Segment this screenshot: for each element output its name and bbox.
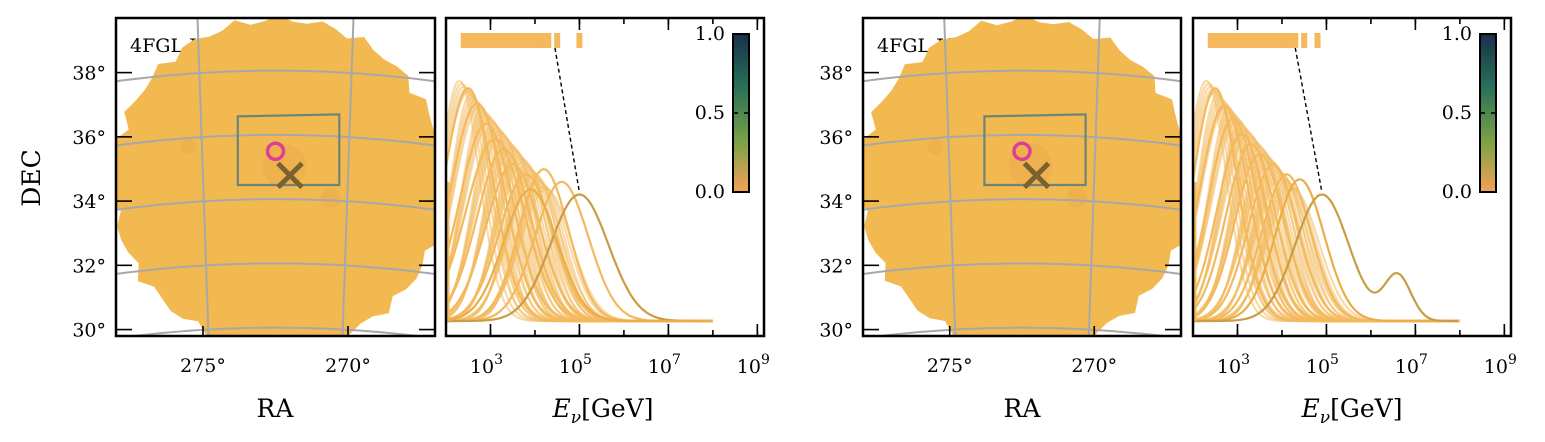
grid-line-ra [341, 18, 355, 336]
y-tick-label: 34° [72, 191, 106, 213]
skymap-panel-1: DEC RA 4FGL J1808.2+3500 30°32°34°36°38°… [17, 16, 437, 423]
grid-line-ra [196, 18, 210, 336]
grid-line-dec [116, 262, 435, 275]
y-tick-label: 34° [819, 191, 853, 213]
y-tick-label: 32° [72, 255, 106, 277]
y-axis-label: DEC [17, 149, 46, 206]
event-marker [540, 33, 547, 48]
grid-line-dec [863, 133, 1181, 147]
skymap-plot-area [116, 18, 435, 336]
grid-line-dec [116, 133, 435, 147]
likelihood-curve [1193, 193, 1459, 323]
x-tick-label: 107 [1395, 352, 1428, 378]
probability-spot [927, 138, 944, 155]
x-tick-label: 270° [1071, 355, 1117, 377]
probability-spot [320, 187, 341, 208]
colorbar-tick-label: 0.0 [695, 181, 725, 203]
axes-frame [1191, 16, 1513, 338]
event-marker [1287, 33, 1294, 48]
region-box [236, 113, 341, 187]
y-tick-label: 32° [819, 255, 853, 277]
x-axis-label: RA [1004, 394, 1042, 423]
probability-region [116, 18, 435, 336]
y-tick-label: 36° [72, 127, 106, 149]
event-marker [1283, 33, 1290, 48]
y-tick-label: 30° [819, 320, 853, 342]
colorbar-tick-label: 0.0 [1442, 181, 1472, 203]
event-marker [1207, 33, 1214, 48]
x-axis-label: Eν[GeV] [552, 394, 654, 428]
y-tick-label: 38° [819, 63, 853, 85]
spectrum-panel-1: Eν[GeV] 103 105 107 109 1.0 0.5 0.0 [444, 16, 770, 428]
axes-frame [444, 16, 766, 338]
x-tick-label: 270° [325, 355, 371, 377]
event-marker-band [1213, 33, 1285, 48]
x-tick-label: 275° [180, 355, 226, 377]
x-axis-label: Eν[GeV] [1301, 394, 1403, 428]
source-marker [1012, 141, 1032, 162]
event-marker [1292, 33, 1299, 48]
colorbar-tick-label: 0.5 [1442, 102, 1472, 124]
grid-line-dec [125, 326, 426, 336]
grid-line-dec [116, 198, 435, 211]
axes-frame [861, 16, 1183, 338]
grid-line-dec [863, 69, 1181, 83]
grid-line-ra [1087, 18, 1101, 336]
y-tick-label: 30° [72, 320, 106, 342]
source-marker [265, 141, 286, 162]
grid-line-dec [863, 198, 1181, 211]
colorbar-tick-label: 1.0 [1442, 23, 1472, 45]
event-marker-band [466, 33, 538, 48]
skymap-plot-area [863, 18, 1181, 336]
event-marker [460, 33, 467, 48]
x-tick-label: 105 [559, 352, 592, 378]
x-tick-label: 109 [1484, 352, 1517, 378]
axes-frame [114, 16, 437, 338]
likelihood-curve [1193, 178, 1459, 323]
x-tick-label: 105 [1306, 352, 1339, 378]
spectrum-plot-area [1193, 33, 1460, 323]
colorbar-tick-label: 0.5 [695, 102, 725, 124]
likelihood-curve [446, 193, 712, 323]
x-tick-label: 103 [1217, 352, 1250, 378]
spectrum-panel-2: Eν[GeV] 103 105 107 109 1.0 0.5 0.0 [1191, 16, 1517, 428]
x-tick-label: 275° [927, 355, 973, 377]
x-tick-label: 107 [648, 352, 681, 378]
skymap-panel-2: RA 4FGL J1808.2+3500 30°32°34°36°38°275°… [819, 16, 1183, 423]
probability-peak [1008, 143, 1053, 188]
pointer-line [1294, 47, 1323, 193]
probability-spot [1066, 187, 1087, 208]
event-marker [1301, 33, 1308, 48]
probability-spot [180, 138, 197, 155]
event-marker [1314, 33, 1321, 48]
best-fit-cross [276, 161, 304, 190]
y-tick-label: 36° [819, 127, 853, 149]
probability-peak [262, 143, 307, 188]
grid-line-dec [872, 326, 1172, 336]
event-marker [576, 33, 583, 48]
grid-line-dec [116, 69, 435, 83]
event-marker [554, 33, 561, 48]
probability-region [863, 18, 1181, 336]
region-box [983, 113, 1087, 187]
spectrum-plot-area [446, 33, 713, 323]
event-marker [536, 33, 543, 48]
x-tick-label: 109 [737, 352, 770, 378]
event-marker [545, 33, 552, 48]
pointer-line [554, 47, 581, 193]
colorbar-tick-label: 1.0 [695, 23, 725, 45]
best-fit-cross [1022, 161, 1051, 190]
x-tick-label: 103 [470, 352, 503, 378]
y-tick-label: 38° [72, 63, 106, 85]
x-axis-label: RA [257, 394, 295, 423]
grid-line-ra [943, 18, 957, 336]
grid-line-dec [863, 262, 1181, 275]
likelihood-curve [446, 188, 712, 323]
